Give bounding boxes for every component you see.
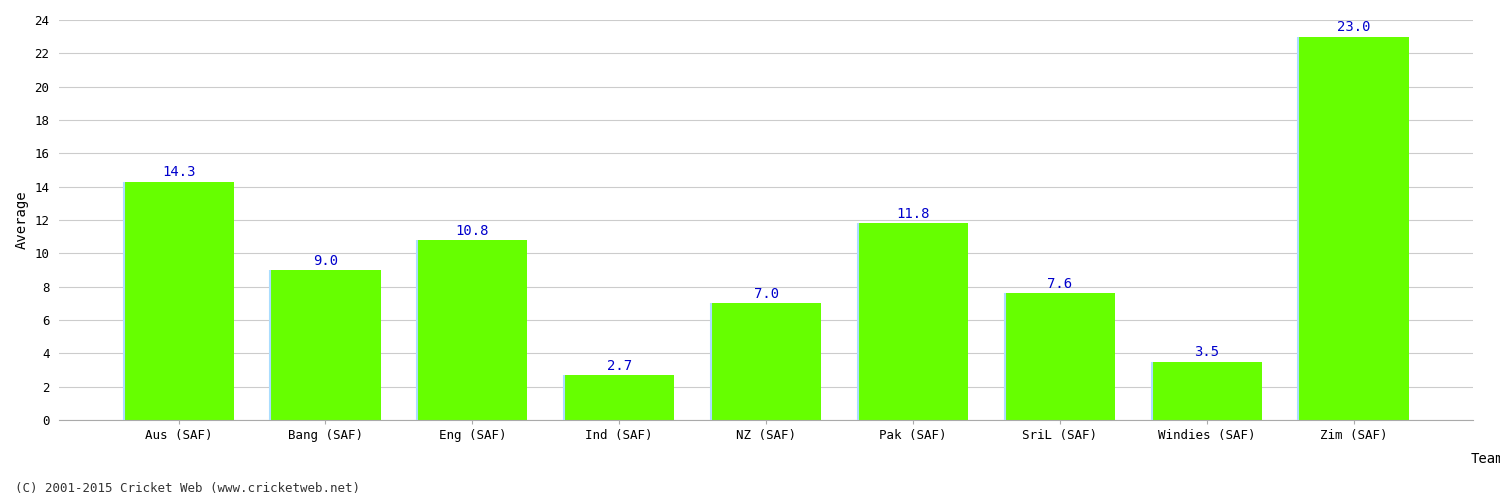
Bar — [417, 240, 528, 420]
Y-axis label: Average: Average — [15, 191, 28, 250]
Text: 2.7: 2.7 — [606, 358, 631, 372]
Text: 23.0: 23.0 — [1336, 20, 1371, 34]
Bar — [858, 224, 968, 420]
Text: 7.0: 7.0 — [753, 287, 778, 301]
Bar — [1299, 36, 1408, 420]
Text: (C) 2001-2015 Cricket Web (www.cricketweb.net): (C) 2001-2015 Cricket Web (www.cricketwe… — [15, 482, 360, 495]
Text: 11.8: 11.8 — [896, 207, 930, 221]
Bar — [711, 304, 821, 420]
X-axis label: Team: Team — [1470, 452, 1500, 466]
Text: 10.8: 10.8 — [456, 224, 489, 237]
Bar — [564, 375, 675, 420]
Bar — [270, 270, 381, 420]
Text: 3.5: 3.5 — [1194, 346, 1219, 360]
Text: 7.6: 7.6 — [1047, 277, 1072, 291]
Bar — [1005, 294, 1114, 420]
Bar — [1152, 362, 1262, 420]
Bar — [123, 182, 234, 420]
Text: 9.0: 9.0 — [314, 254, 338, 268]
Text: 14.3: 14.3 — [162, 165, 195, 179]
